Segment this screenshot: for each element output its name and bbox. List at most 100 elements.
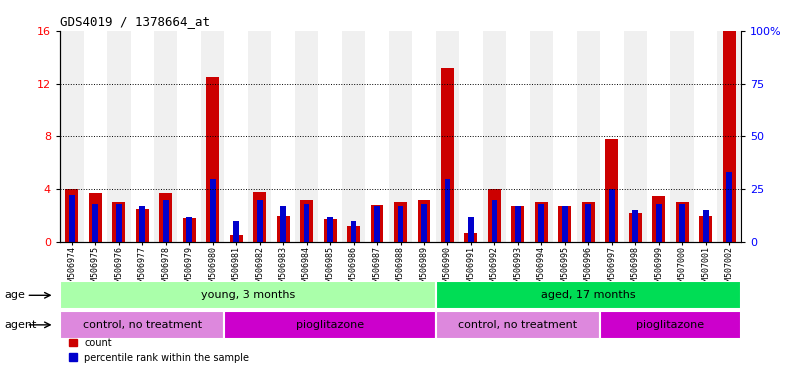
Bar (586, 204, 591, 242)
Bar (417, 200, 430, 242)
Bar (276, 215, 290, 242)
Bar (436, 311, 600, 339)
Bar (679, 204, 685, 242)
Bar (421, 204, 427, 242)
Bar (459, 31, 483, 242)
Text: pioglitazone: pioglitazone (637, 320, 705, 330)
Bar (107, 31, 131, 242)
Bar (60, 31, 83, 242)
Bar (92, 204, 99, 242)
Bar (562, 206, 568, 242)
Bar (66, 189, 78, 242)
Bar (394, 202, 407, 242)
Bar (436, 281, 741, 309)
Bar (718, 31, 741, 242)
Bar (159, 193, 172, 242)
Bar (553, 31, 577, 242)
Bar (652, 196, 665, 242)
Bar (506, 31, 529, 242)
Bar (224, 311, 436, 339)
Bar (600, 311, 741, 339)
Legend: count, percentile rank within the sample: count, percentile rank within the sample (65, 334, 253, 366)
Bar (60, 311, 224, 339)
Bar (136, 209, 149, 242)
Bar (324, 220, 336, 242)
Bar (365, 31, 388, 242)
Bar (69, 195, 74, 242)
Bar (139, 206, 145, 242)
Text: age: age (4, 290, 25, 300)
Bar (465, 233, 477, 242)
Bar (224, 31, 248, 242)
Bar (187, 217, 192, 242)
Bar (253, 192, 266, 242)
Bar (582, 202, 595, 242)
Bar (351, 221, 356, 242)
Bar (300, 200, 313, 242)
Bar (647, 31, 670, 242)
Bar (676, 202, 689, 242)
Bar (511, 206, 525, 242)
Text: pioglitazone: pioglitazone (296, 320, 364, 330)
Text: aged, 17 months: aged, 17 months (541, 290, 636, 300)
Bar (388, 31, 413, 242)
Bar (656, 204, 662, 242)
Bar (248, 31, 272, 242)
Bar (304, 204, 309, 242)
Bar (83, 31, 107, 242)
Bar (272, 31, 295, 242)
Bar (577, 31, 600, 242)
Bar (210, 179, 215, 242)
Bar (623, 31, 647, 242)
Bar (468, 217, 474, 242)
Bar (723, 31, 735, 242)
Bar (413, 31, 436, 242)
Bar (538, 204, 544, 242)
Bar (371, 205, 384, 242)
Bar (327, 217, 333, 242)
Bar (295, 31, 318, 242)
Bar (558, 206, 571, 242)
Bar (694, 31, 718, 242)
Bar (60, 281, 436, 309)
Text: control, no treatment: control, no treatment (458, 320, 578, 330)
Bar (89, 193, 102, 242)
Bar (183, 218, 195, 242)
Bar (116, 204, 122, 242)
Bar (606, 139, 618, 242)
Bar (347, 226, 360, 242)
Bar (609, 189, 614, 242)
Bar (670, 31, 694, 242)
Bar (727, 172, 732, 242)
Bar (632, 210, 638, 242)
Bar (600, 31, 623, 242)
Bar (529, 31, 553, 242)
Text: control, no treatment: control, no treatment (83, 320, 202, 330)
Bar (178, 31, 201, 242)
Bar (112, 202, 125, 242)
Bar (488, 189, 501, 242)
Bar (342, 31, 365, 242)
Bar (257, 200, 263, 242)
Bar (206, 77, 219, 242)
Bar (374, 206, 380, 242)
Bar (436, 31, 459, 242)
Bar (233, 221, 239, 242)
Bar (318, 31, 342, 242)
Bar (154, 31, 178, 242)
Bar (445, 179, 450, 242)
Bar (535, 202, 548, 242)
Text: young, 3 months: young, 3 months (201, 290, 295, 300)
Bar (492, 200, 497, 242)
Bar (441, 68, 454, 242)
Text: GDS4019 / 1378664_at: GDS4019 / 1378664_at (60, 15, 210, 28)
Bar (397, 206, 404, 242)
Bar (483, 31, 506, 242)
Bar (230, 235, 243, 242)
Bar (629, 213, 642, 242)
Bar (515, 206, 521, 242)
Bar (201, 31, 224, 242)
Bar (702, 210, 709, 242)
Bar (280, 206, 286, 242)
Bar (163, 200, 169, 242)
